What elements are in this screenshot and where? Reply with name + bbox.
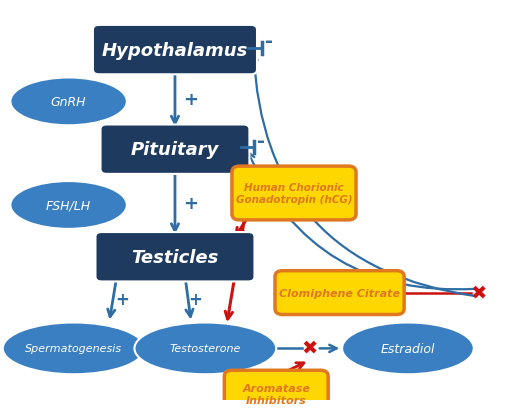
FancyBboxPatch shape (232, 167, 356, 220)
Text: ✖: ✖ (471, 283, 487, 301)
Text: Clomiphene Citrate: Clomiphene Citrate (279, 288, 400, 298)
FancyBboxPatch shape (275, 271, 404, 315)
Text: +: + (183, 91, 198, 109)
Text: +: + (183, 195, 198, 212)
Text: +: + (188, 290, 202, 308)
Text: -: - (265, 32, 273, 51)
FancyBboxPatch shape (93, 26, 257, 75)
FancyBboxPatch shape (100, 125, 249, 175)
Text: Testicles: Testicles (131, 248, 219, 266)
Ellipse shape (10, 182, 127, 229)
Text: -: - (257, 132, 265, 151)
Text: +: + (115, 290, 129, 308)
Text: GnRH: GnRH (51, 96, 87, 109)
Text: Testosterone: Testosterone (169, 344, 241, 353)
Text: ✖: ✖ (301, 338, 317, 357)
Ellipse shape (342, 323, 474, 374)
Text: Human Chorionic
Gonadotropin (hCG): Human Chorionic Gonadotropin (hCG) (236, 183, 352, 204)
FancyBboxPatch shape (224, 371, 328, 409)
Text: Estradiol: Estradiol (381, 342, 435, 355)
Text: Pituitary: Pituitary (131, 141, 219, 159)
Text: Hypothalamus: Hypothalamus (102, 41, 248, 59)
Ellipse shape (10, 78, 127, 126)
Ellipse shape (135, 323, 276, 374)
Text: Spermatogenesis: Spermatogenesis (25, 344, 122, 353)
Text: Aromatase
Inhibitors: Aromatase Inhibitors (242, 384, 310, 405)
Text: FSH/LH: FSH/LH (46, 199, 91, 212)
FancyBboxPatch shape (95, 232, 254, 282)
Ellipse shape (3, 323, 144, 374)
